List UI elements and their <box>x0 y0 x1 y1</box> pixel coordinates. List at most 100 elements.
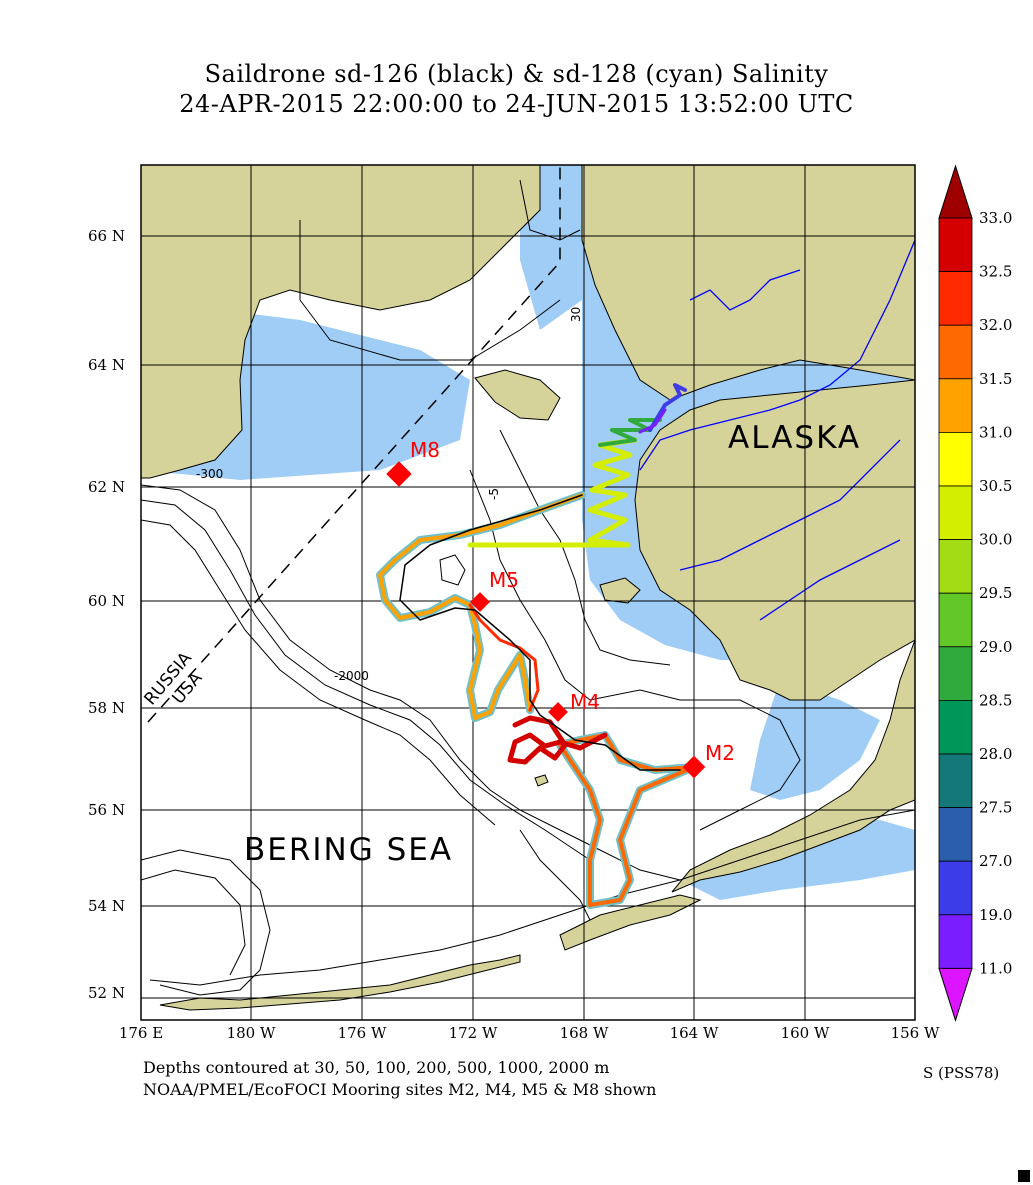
colorbar-tick-label: 30.0 <box>979 531 1012 549</box>
contour-slope-islands <box>519 829 591 921</box>
contour-label-2000: -2000 <box>334 669 369 683</box>
corner-marker <box>1018 1170 1030 1182</box>
land-seward-peninsula <box>581 165 915 401</box>
colorbar-tick-label: 30.5 <box>979 477 1012 495</box>
track-north-zigzag <box>467 437 638 548</box>
lat-label-54: 54 N <box>88 897 125 915</box>
mooring-m5-marker[interactable] <box>470 592 490 612</box>
footer-depths-note: Depths contoured at 30, 50, 100, 200, 50… <box>143 1058 610 1077</box>
colorbar-tick-label: 27.5 <box>979 799 1012 817</box>
contour-deep-basin-2 <box>141 869 246 976</box>
track-north-green <box>598 418 662 447</box>
contour-label-30: 30 <box>569 307 583 322</box>
label-bering-sea: BERING SEA <box>244 832 453 868</box>
colorbar-band <box>938 485 973 540</box>
contour-inner <box>499 429 671 666</box>
colorbar-tick-label: 29.0 <box>979 638 1012 656</box>
colorbar-tick-label: 11.0 <box>979 959 1012 977</box>
mooring-markers <box>386 461 706 779</box>
contour-label-5: -5 <box>487 488 501 500</box>
chart-title-line1: Saildrone sd-126 (black) & sd-128 (cyan)… <box>204 60 829 88</box>
colorbar-band <box>938 217 973 272</box>
mooring-m8-marker[interactable] <box>386 461 412 487</box>
saildrone-tracks <box>376 383 698 909</box>
lon-label-172w: 172 W <box>449 1024 498 1042</box>
contour-label-300: -300 <box>196 467 223 481</box>
colorbar-band <box>938 324 973 380</box>
track-m5-leg-color <box>378 493 584 720</box>
colorbar-band <box>938 914 973 969</box>
colorbar-band <box>938 860 973 916</box>
shallow-shelf-bristol <box>750 680 880 800</box>
track-m4-region <box>507 715 608 765</box>
colorbar-band <box>938 378 973 433</box>
colorbar-top-arrow <box>938 164 973 219</box>
mooring-m4-marker[interactable] <box>548 702 568 722</box>
colorbar-band <box>938 271 973 326</box>
lon-label-164w: 164 W <box>670 1024 719 1042</box>
colorbar-tick-label: 28.0 <box>979 745 1012 763</box>
colorbar-tick-label: 27.0 <box>979 852 1012 870</box>
lon-label-176w: 176 W <box>338 1024 387 1042</box>
land-aleutian-east <box>559 894 702 951</box>
track-m5-leg-red <box>468 603 540 712</box>
colorbar-tick-label: 31.0 <box>979 423 1012 441</box>
map-frame <box>140 164 916 1021</box>
lat-label-60: 60 N <box>88 592 125 610</box>
contour-shelf-break-3 <box>141 519 496 826</box>
colorbar-tick-label: 32.0 <box>979 316 1012 334</box>
lon-label-180w: 180 W <box>227 1024 276 1042</box>
colorbar-units: S (PSS78) <box>923 1064 1000 1082</box>
river-alaska-south <box>759 539 901 621</box>
salinity-colorbar: 33.0 32.5 32.0 31.5 31.0 30.5 30.0 29.5 29.0 28.5… <box>938 164 1012 1023</box>
contour-north <box>519 179 581 241</box>
lon-label-160w: 160 W <box>781 1024 830 1042</box>
russia-usa-boundary <box>147 165 561 723</box>
land-aleutian-west <box>159 954 521 1011</box>
graticule <box>141 165 915 1020</box>
chart-title-line2: 24-APR-2015 22:00:00 to 24-JUN-2015 13:5… <box>179 90 854 118</box>
track-south-loop-color <box>558 733 696 907</box>
rivers <box>639 239 915 621</box>
kuskokwim-river <box>679 439 901 571</box>
colorbar-tick-label: 31.5 <box>979 370 1012 388</box>
lon-label-156w: 156 W <box>891 1024 940 1042</box>
contour-mid-shelf <box>469 469 801 831</box>
label-m8: M8 <box>410 438 440 462</box>
contour-50m <box>299 220 561 361</box>
colorbar-band <box>938 700 973 755</box>
shallow-shelf-alaska-pen <box>680 820 915 900</box>
lat-label-58: 58 N <box>88 699 125 717</box>
contour-shelf-break-2 <box>141 499 591 861</box>
colorbar-tick-label: 29.5 <box>979 584 1012 602</box>
track-north-purple <box>638 408 667 434</box>
axis-labels: 66 N 64 N 62 N 60 N 58 N 56 N 54 N 52 N … <box>88 227 940 1042</box>
colorbar-band <box>938 807 973 862</box>
mooring-m2-marker[interactable] <box>682 755 706 779</box>
colorbar-band <box>938 431 973 487</box>
colorbar-band <box>938 753 973 808</box>
contour-shelf-break-1 <box>141 484 681 881</box>
land-alaska-mainland <box>634 379 915 701</box>
colorbar-tick-label: 19.0 <box>979 906 1012 924</box>
land-pribilof <box>534 774 549 787</box>
label-m4: M4 <box>570 690 600 714</box>
label-m2: M2 <box>705 741 735 765</box>
lat-label-56: 56 N <box>88 801 125 819</box>
map-area: M8 M5 M4 M2 ALASKA BERING SEA RUSSIA USA… <box>141 165 915 1020</box>
colorbar-bottom-arrow <box>938 967 973 1023</box>
contour-deep-basin <box>141 849 271 996</box>
colorbar-band <box>938 539 973 594</box>
label-alaska: ALASKA <box>728 420 861 456</box>
land-nunivak-island <box>599 577 641 604</box>
contour-st-lawrence <box>439 554 466 586</box>
lat-label-66: 66 N <box>88 227 125 245</box>
land-alaska-south <box>671 639 915 893</box>
land-st-lawrence-island <box>474 369 561 421</box>
colorbar-tick-label: 33.0 <box>979 209 1012 227</box>
depth-contours <box>141 179 915 996</box>
track-north-blue <box>648 383 687 432</box>
contour-aleutian-ridge <box>149 809 915 986</box>
river-north <box>689 269 801 311</box>
